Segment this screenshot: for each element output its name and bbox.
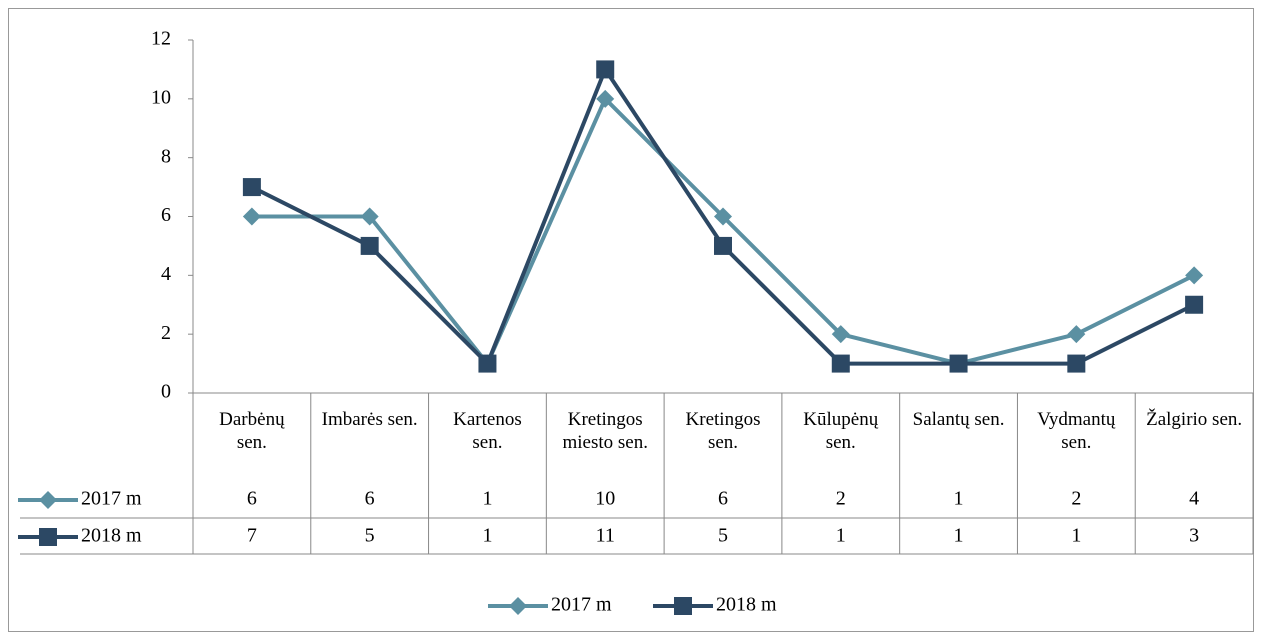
legend-marker: [674, 597, 692, 615]
table-value: 6: [365, 488, 375, 510]
data-point: [478, 354, 497, 373]
table-legend-marker: [39, 528, 57, 546]
data-point: [1185, 295, 1204, 314]
legend-marker: [509, 597, 527, 615]
data-point: [1185, 266, 1204, 285]
table-value: 1: [1071, 525, 1081, 547]
data-point: [714, 236, 732, 255]
table-value: 1: [954, 488, 964, 510]
table-value: 5: [365, 525, 375, 547]
table-legend-marker: [39, 491, 57, 509]
chart-border: [8, 8, 1254, 632]
category-label: Kretingos miesto sen.: [562, 409, 648, 453]
data-point: [360, 207, 379, 226]
data-point: [1067, 354, 1086, 373]
category-label: Kartenos sen.: [453, 409, 522, 453]
data-point: [831, 325, 850, 344]
category-label: Vydmantų sen.: [1037, 409, 1116, 453]
table-value: 5: [718, 525, 728, 547]
category-label: Kretingos sen.: [685, 409, 761, 453]
data-point: [596, 60, 615, 79]
y-tick-label: 8: [161, 145, 171, 167]
data-point: [242, 207, 261, 226]
category-label: Imbarės sen.: [321, 409, 418, 430]
table-legend-label: 2017 m: [81, 488, 142, 510]
table-value: 1: [954, 525, 964, 547]
table-value: 6: [247, 488, 257, 510]
y-tick-label: 6: [161, 204, 171, 226]
table-value: 7: [247, 525, 257, 547]
table-value: 1: [836, 525, 846, 547]
data-point: [596, 89, 615, 108]
legend-label: 2018 m: [716, 594, 777, 616]
category-label: Kūlupėnų sen.: [803, 409, 879, 453]
table-value: 6: [718, 488, 728, 510]
y-tick-label: 0: [161, 381, 171, 403]
data-point: [949, 354, 968, 373]
category-label: Salantų sen.: [912, 409, 1005, 430]
series-line: [251, 96, 1196, 366]
category-label: Žalgirio sen.: [1146, 409, 1243, 430]
table-value: 11: [596, 525, 615, 547]
legend-label: 2017 m: [551, 594, 612, 616]
table-value: 2: [836, 488, 846, 510]
table-value: 3: [1189, 525, 1199, 547]
y-tick-label: 10: [151, 86, 171, 108]
data-point: [1067, 325, 1086, 344]
table-value: 2: [1071, 488, 1081, 510]
y-tick-label: 4: [161, 263, 171, 285]
y-tick-label: 2: [161, 322, 171, 344]
table-value: 1: [482, 525, 492, 547]
data-point: [360, 236, 379, 255]
table-value: 1: [482, 488, 492, 510]
category-label: Darbėnų sen.: [219, 409, 285, 453]
table-legend-label: 2018 m: [81, 525, 142, 547]
data-point: [242, 178, 261, 197]
data-point: [714, 207, 732, 226]
y-tick-label: 12: [151, 28, 171, 50]
data-point: [831, 354, 850, 373]
table-value: 10: [595, 488, 615, 510]
table-value: 4: [1189, 488, 1199, 510]
